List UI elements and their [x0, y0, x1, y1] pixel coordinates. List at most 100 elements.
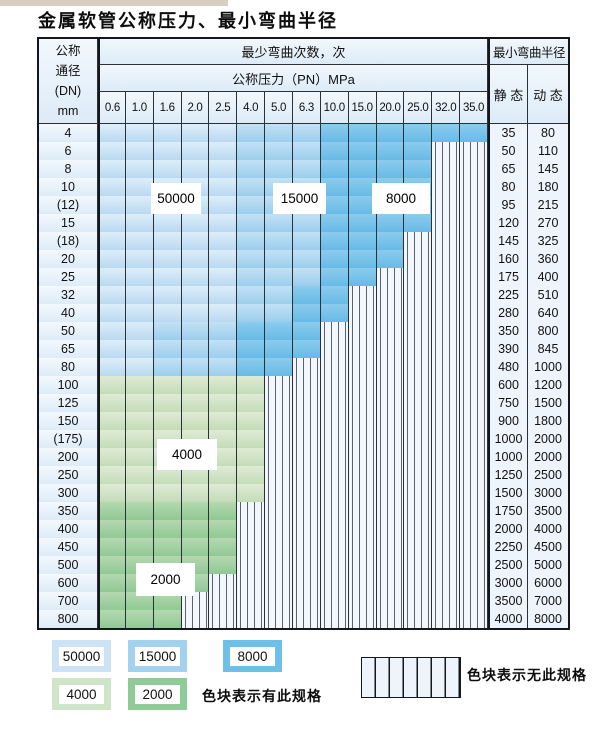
pressure-cell: [237, 142, 266, 161]
dynamic-value-cell: 8000: [528, 610, 568, 628]
pressure-cell: [320, 502, 349, 521]
pressure-cell: [348, 556, 377, 575]
pressure-cell: [209, 592, 238, 611]
dynamic-value-cell: 360: [528, 250, 568, 269]
pressure-cell: [181, 592, 210, 611]
pressure-cell: [293, 268, 321, 287]
legend-swatch-label: 50000: [59, 646, 104, 666]
static-value-cell: 600: [488, 376, 528, 395]
pressure-cell: [348, 538, 377, 557]
legend-swatch-label: 2000: [135, 684, 180, 704]
pressure-cell: [181, 124, 210, 143]
pressure-cell: [348, 142, 377, 161]
dynamic-value-cell: 510: [528, 286, 568, 305]
dn-cell: (12): [39, 196, 98, 215]
pressure-cell: [460, 196, 488, 215]
dn-cell: 8: [39, 160, 98, 179]
pressure-cell: [348, 394, 377, 413]
table-row: 450 2250 4500: [39, 538, 568, 557]
static-value-cell: 65: [488, 160, 528, 179]
pressure-cell: [265, 286, 293, 305]
dynamic-value-cell: 1200: [528, 376, 568, 395]
pressure-cell: [265, 466, 293, 485]
pressure-cell: [460, 466, 488, 485]
pressure-cell: [265, 358, 293, 377]
pressure-cell: [320, 520, 349, 539]
pressure-cell: [237, 412, 266, 431]
pressure-cell: [209, 142, 238, 161]
legend-swatch-15000: 15000: [128, 640, 187, 672]
dn-cell: 300: [39, 484, 98, 503]
pressure-cell: [237, 232, 266, 251]
table-row: 150 900 1800: [39, 412, 568, 431]
pressure-cell: [125, 484, 154, 503]
static-value-cell: 2000: [488, 520, 528, 539]
pressure-cell: [181, 286, 210, 305]
table-row: 100 600 1200: [39, 376, 568, 395]
pressure-cell: [209, 178, 238, 197]
pressure-cell: [432, 484, 461, 503]
static-value-cell: 2500: [488, 556, 528, 575]
pressure-cell: [432, 592, 461, 611]
dynamic-value-cell: 1000: [528, 358, 568, 377]
table-row: 80 480 1000: [39, 358, 568, 377]
pressure-cell: [404, 286, 433, 305]
pressure-cell: [265, 610, 293, 628]
dynamic-value-cell: 2500: [528, 466, 568, 485]
table-row: 400 2000 4000: [39, 520, 568, 539]
pressure-cell: [320, 358, 349, 377]
legend-no-spec-swatch: [361, 657, 461, 698]
pressure-cell: [460, 574, 488, 593]
pressure-cell: [432, 466, 461, 485]
pressure-cell: [153, 484, 182, 503]
pressure-cell: [153, 232, 182, 251]
pressure-cell: [293, 520, 321, 539]
pressure-cell: [265, 484, 293, 503]
pressure-cell: [209, 250, 238, 269]
pressure-cell: [432, 502, 461, 521]
pressure-cell: [153, 538, 182, 557]
pressure-cell: [237, 160, 266, 179]
dn-cell: 65: [39, 340, 98, 359]
pressure-cell: [320, 232, 349, 251]
dn-cell: 40: [39, 304, 98, 323]
dn-cell: (18): [39, 232, 98, 251]
pressure-cell: [293, 610, 321, 628]
pressure-cell: [348, 340, 377, 359]
pressure-cell: [348, 358, 377, 377]
static-value-cell: 1250: [488, 466, 528, 485]
pressure-cell: [376, 124, 405, 143]
pressure-cell: [404, 214, 433, 233]
pressure-cell: [376, 538, 405, 557]
pressure-cell: [125, 412, 154, 431]
pressure-cell: [98, 430, 126, 449]
table-row: 4 35 80: [39, 124, 568, 143]
pressure-cell: [404, 304, 433, 323]
dn-cell: 150: [39, 412, 98, 431]
pressure-cell: [348, 124, 377, 143]
pressure-cell: [376, 268, 405, 287]
dn-cell: 125: [39, 394, 98, 413]
pressure-cell: [265, 520, 293, 539]
pressure-cell: [98, 142, 126, 161]
dynamic-value-cell: 5000: [528, 556, 568, 575]
static-value-cell: 1000: [488, 430, 528, 449]
pressure-cell: [432, 520, 461, 539]
static-value-cell: 175: [488, 268, 528, 287]
pressure-cell: [376, 394, 405, 413]
pressure-cell: [376, 304, 405, 323]
pressure-cell: [404, 538, 433, 557]
pressure-cell: [404, 610, 433, 628]
pressure-cell: [125, 268, 154, 287]
pressure-cell: [432, 610, 461, 628]
pressure-col-header: 4.0: [237, 92, 266, 124]
pressure-cell: [320, 286, 349, 305]
dn-cell: 500: [39, 556, 98, 575]
pressure-cell: [265, 538, 293, 557]
pressure-cell: [237, 430, 266, 449]
dynamic-value-cell: 325: [528, 232, 568, 251]
pressure-cell: [265, 394, 293, 413]
pressure-cell: [265, 556, 293, 575]
pressure-header: 公称压力（PN）MPa: [98, 65, 488, 92]
pressure-cell: [237, 502, 266, 521]
